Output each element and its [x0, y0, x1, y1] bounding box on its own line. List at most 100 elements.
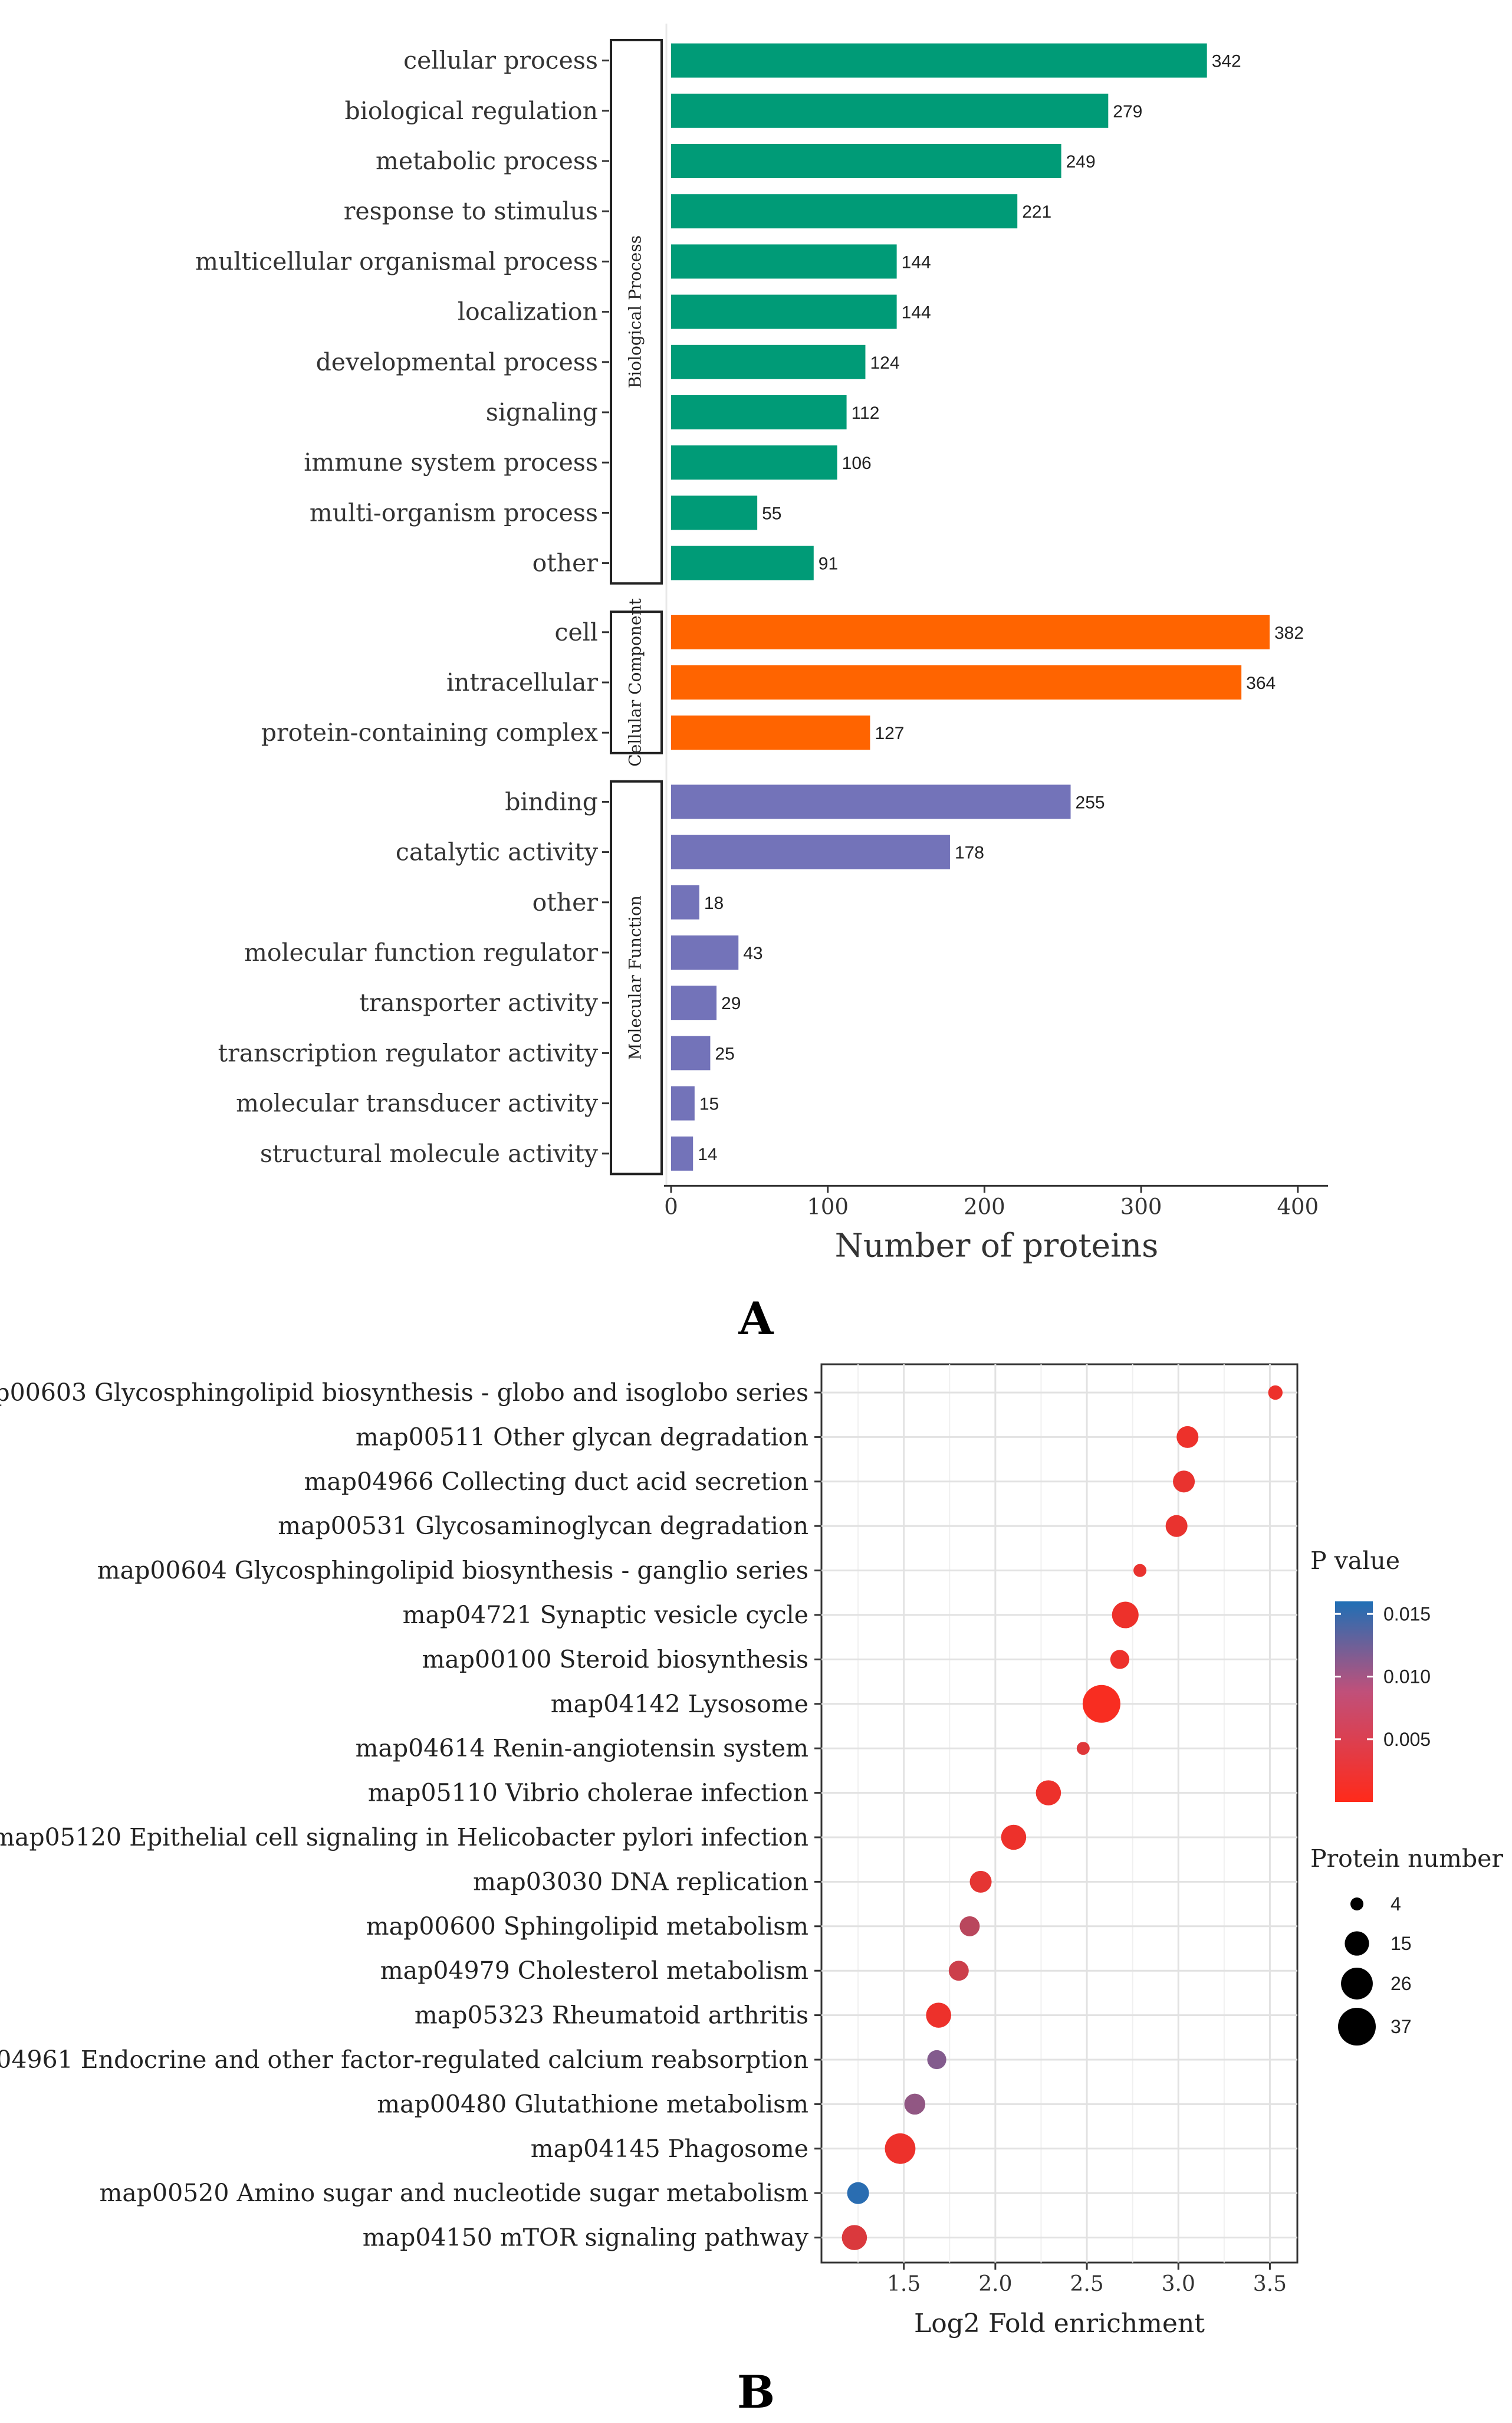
bar-value-biological-process-response-to-stimulus: 221 [1022, 202, 1051, 222]
bar-value-molecular-function-transporter-activity: 29 [721, 994, 741, 1013]
color-legend-title: P value [1310, 1547, 1400, 1575]
bar-value-biological-process-immune-system-process: 106 [842, 454, 872, 473]
bar-value-cellular-component-cell: 382 [1274, 623, 1304, 643]
size-legend-dot-15 [1345, 1931, 1369, 1956]
point-map05120 [1001, 1824, 1027, 1850]
category-label-biological-process-biological-regulation: biological regulation [345, 97, 599, 125]
bar-cellular-component-cell [671, 615, 1270, 649]
point-map04979 [948, 1961, 969, 1981]
color-bar [1335, 1601, 1373, 1802]
term-label-map05120: map05120 Epithelial cell signaling in He… [0, 1823, 808, 1851]
bar-value-cellular-component-protein-containing-complex: 127 [875, 724, 904, 743]
category-label-biological-process-signaling: signaling [486, 398, 598, 426]
category-label-molecular-function-binding: binding [505, 787, 598, 816]
point-map00100 [1110, 1650, 1130, 1669]
term-label-map05323: map05323 Rheumatoid arthritis [415, 2001, 808, 2030]
term-label-map04721: map04721 Synaptic vesicle cycle [403, 1601, 808, 1629]
color-bar-label-2: 0.005 [1383, 1729, 1431, 1750]
term-label-map00603: map00603 Glycosphingolipid biosynthesis … [0, 1378, 808, 1407]
category-label-molecular-function-structural-molecule-activity: structural molecule activity [260, 1140, 599, 1168]
bar-molecular-function-molecular-function-regulator [671, 935, 739, 970]
category-label-cellular-component-cell: cell [555, 618, 598, 646]
size-legend-title: Protein number [1310, 1844, 1503, 1873]
bar-biological-process-multicellular-organismal-process [671, 244, 897, 279]
panel-b-label: B [737, 2366, 775, 2418]
color-bar-label-0: 0.015 [1383, 1603, 1431, 1624]
x-tick-label-b-3: 3.0 [1162, 2272, 1195, 2296]
x-tick-label-0: 0 [664, 1194, 678, 1219]
category-label-biological-process-other: other [533, 549, 599, 577]
bar-cellular-component-protein-containing-complex [671, 715, 870, 750]
bar-value-biological-process-multicellular-organismal-process: 144 [902, 252, 931, 272]
bar-molecular-function-transcription-regulator-activity [671, 1036, 711, 1071]
point-map00603 [1268, 1385, 1283, 1400]
x-axis-title: Number of proteins [835, 1226, 1159, 1264]
bar-biological-process-developmental-process [671, 344, 866, 379]
category-label-molecular-function-transporter-activity: transporter activity [359, 989, 599, 1017]
bar-biological-process-signaling [671, 395, 847, 429]
bar-value-biological-process-other: 91 [819, 554, 838, 574]
size-legend-label-15: 15 [1391, 1933, 1412, 1954]
bar-molecular-function-catalytic-activity [671, 835, 950, 869]
bar-value-molecular-function-molecular-transducer-activity: 15 [699, 1095, 719, 1114]
bar-value-biological-process-signaling: 112 [852, 403, 880, 423]
size-legend-dot-26 [1341, 1968, 1373, 2000]
category-label-biological-process-metabolic-process: metabolic process [376, 147, 598, 175]
point-map00480 [904, 2093, 926, 2115]
x-tick-label-b-0: 1.5 [887, 2272, 921, 2296]
bar-value-biological-process-localization: 144 [902, 303, 931, 323]
point-map00511 [1176, 1426, 1199, 1448]
term-label-map04142: map04142 Lysosome [551, 1690, 808, 1718]
bar-biological-process-cellular-process [671, 43, 1207, 78]
point-map05110 [1036, 1780, 1061, 1805]
x-tick-label-b-4: 3.5 [1253, 2272, 1287, 2296]
size-legend-dot-37 [1338, 2008, 1376, 2046]
bar-value-molecular-function-molecular-function-regulator: 43 [743, 944, 762, 963]
term-label-map00100: map00100 Steroid biosynthesis [422, 1645, 808, 1673]
panel-b-dot-plot: map00603 Glycosphingolipid biosynthesis … [0, 1363, 1503, 2339]
bar-value-molecular-function-other: 18 [704, 894, 724, 913]
point-map04966 [1173, 1470, 1195, 1493]
point-map04150 [842, 2225, 867, 2250]
term-label-map04614: map04614 Renin-angiotensin system [356, 1734, 808, 1762]
bar-value-cellular-component-intracellular: 364 [1246, 674, 1276, 693]
bar-biological-process-other [671, 546, 814, 580]
color-bar-label-1: 0.010 [1383, 1666, 1431, 1687]
panel-a-bar-chart: 342 cellular process 279 biological regulat… [195, 24, 1328, 1264]
facet-label-molecular-function: Molecular Function [626, 895, 645, 1060]
term-label-map00531: map00531 Glycosaminoglycan degradation [278, 1512, 808, 1540]
panel-a-label: A [738, 1292, 774, 1345]
bar-value-biological-process-biological-regulation: 279 [1113, 102, 1142, 122]
x-tick-label-b-1: 2.0 [978, 2272, 1012, 2296]
term-label-map04966: map04966 Collecting duct acid secretion [304, 1467, 808, 1496]
point-map03030 [969, 1870, 992, 1893]
x-tick-label-300: 300 [1120, 1194, 1162, 1219]
term-label-map04979: map04979 Cholesterol metabolism [380, 1956, 808, 1985]
bar-value-molecular-function-binding: 255 [1076, 793, 1105, 812]
bar-biological-process-response-to-stimulus [671, 194, 1018, 229]
term-label-map04150: map04150 mTOR signaling pathway [363, 2224, 809, 2252]
point-map05323 [926, 2002, 951, 2028]
category-label-biological-process-immune-system-process: immune system process [304, 448, 598, 477]
bar-molecular-function-transporter-activity [671, 986, 717, 1020]
x-tick-label-400: 400 [1277, 1194, 1319, 1219]
category-label-molecular-function-molecular-function-regulator: molecular function regulator [244, 938, 598, 967]
point-map04145 [885, 2133, 916, 2164]
bar-value-molecular-function-structural-molecule-activity: 14 [698, 1145, 717, 1164]
term-label-map04961: map04961 Endocrine and other factor-regu… [0, 2046, 808, 2074]
category-label-biological-process-multi-organism-process: multi-organism process [310, 498, 598, 527]
point-map00600 [959, 1916, 980, 1936]
category-label-biological-process-cellular-process: cellular process [403, 47, 598, 75]
x-tick-label-200: 200 [964, 1194, 1005, 1219]
point-map00531 [1165, 1515, 1188, 1537]
bar-value-molecular-function-transcription-regulator-activity: 25 [715, 1044, 734, 1063]
category-label-molecular-function-other: other [533, 888, 599, 917]
facet-strip-cellular-component [610, 610, 663, 754]
category-label-cellular-component-protein-containing-complex: protein-containing complex [261, 718, 598, 747]
term-label-map00520: map00520 Amino sugar and nucleotide suga… [99, 2179, 808, 2207]
bar-biological-process-multi-organism-process [671, 495, 758, 530]
size-legend-label-4: 4 [1391, 1893, 1401, 1915]
bar-value-biological-process-metabolic-process: 249 [1066, 152, 1096, 172]
category-label-biological-process-localization: localization [458, 298, 598, 326]
